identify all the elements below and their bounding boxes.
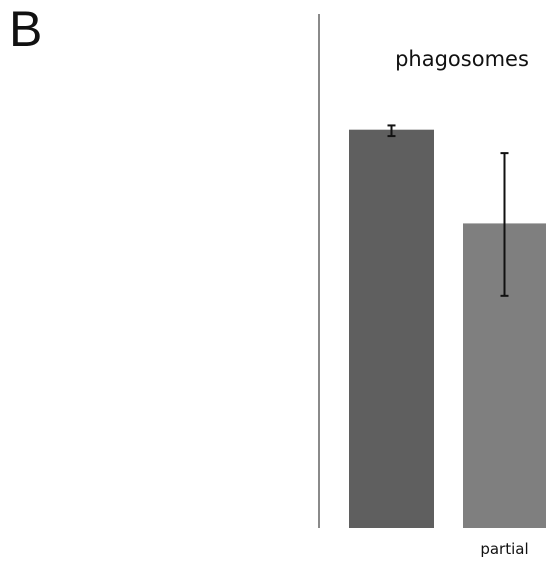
chart-title: phagosomes bbox=[395, 47, 529, 71]
error-bars-layer bbox=[387, 124, 509, 297]
bars-layer bbox=[349, 129, 546, 528]
bar-1 bbox=[349, 129, 434, 528]
x-tick-labels: partial bbox=[480, 540, 528, 558]
panel-label: B bbox=[9, 1, 43, 57]
x-tick-label-2: partial bbox=[480, 540, 528, 558]
